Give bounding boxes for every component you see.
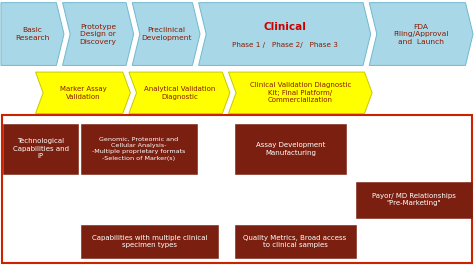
Text: Basic
Research: Basic Research	[15, 27, 50, 41]
Text: Genomic, Proteomic and
Cellular Analysis-
-Multiple proprietary formats
-Selecti: Genomic, Proteomic and Cellular Analysis…	[92, 137, 185, 161]
Polygon shape	[132, 3, 200, 65]
FancyBboxPatch shape	[81, 124, 197, 174]
Text: Analytical Validation
Diagnostic: Analytical Validation Diagnostic	[144, 86, 215, 100]
Polygon shape	[228, 72, 372, 113]
Text: Technological
Capabilities and
IP: Technological Capabilities and IP	[13, 138, 69, 159]
Text: Marker Assay
Validation: Marker Assay Validation	[60, 86, 106, 100]
Polygon shape	[1, 3, 64, 65]
Polygon shape	[36, 72, 130, 113]
Text: Prototype
Design or
Discovery: Prototype Design or Discovery	[80, 23, 117, 45]
Text: Quality Metrics, Broad access
to clinical samples: Quality Metrics, Broad access to clinica…	[244, 235, 346, 248]
Text: Assay Development
Manufacturing: Assay Development Manufacturing	[255, 142, 325, 156]
Polygon shape	[369, 3, 473, 65]
Polygon shape	[63, 3, 134, 65]
Text: Payor/ MD Relationships
"Pre-Marketing": Payor/ MD Relationships "Pre-Marketing"	[372, 193, 456, 206]
Polygon shape	[199, 3, 371, 65]
Text: Preclinical
Development: Preclinical Development	[141, 27, 191, 41]
Polygon shape	[129, 72, 230, 113]
Text: Clinical Validation Diagnostic
Kit; Final Platform/
Commercialization: Clinical Validation Diagnostic Kit; Fina…	[250, 82, 351, 103]
Text: Clinical: Clinical	[263, 22, 306, 32]
FancyBboxPatch shape	[2, 115, 472, 263]
FancyBboxPatch shape	[235, 225, 356, 258]
FancyBboxPatch shape	[356, 182, 472, 218]
Text: Phase 1 /   Phase 2/   Phase 3: Phase 1 / Phase 2/ Phase 3	[232, 42, 337, 48]
Text: FDA
Filing/Approval
and  Launch: FDA Filing/Approval and Launch	[393, 23, 449, 45]
Text: Capabilities with multiple clinical
specimen types: Capabilities with multiple clinical spec…	[91, 235, 207, 248]
FancyBboxPatch shape	[235, 124, 346, 174]
FancyBboxPatch shape	[81, 225, 218, 258]
FancyBboxPatch shape	[3, 124, 78, 174]
